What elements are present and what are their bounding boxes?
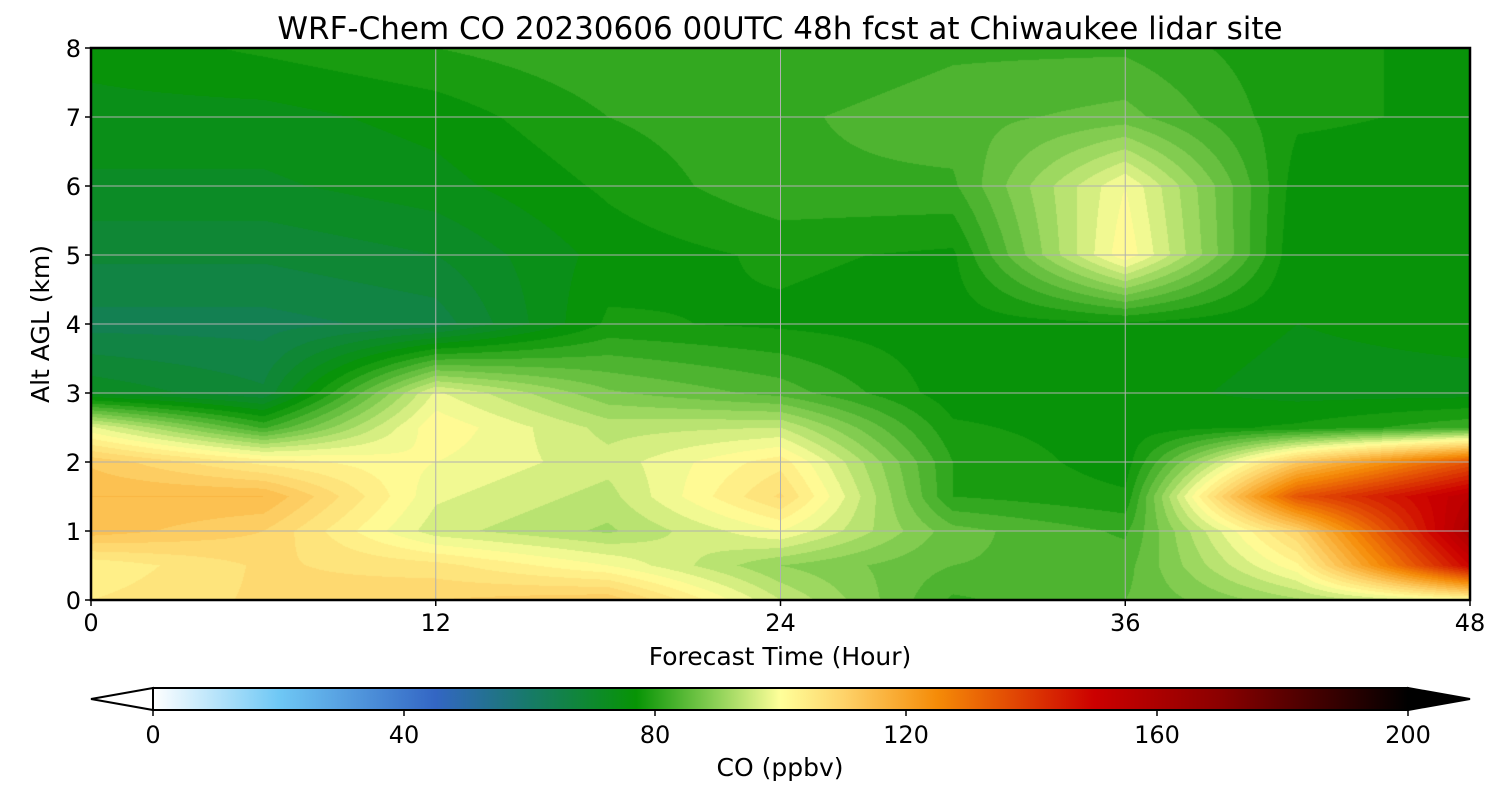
colorbar-tick-label: 200 [1385, 721, 1431, 749]
y-tick-label: 0 [66, 587, 81, 615]
x-axis-label: Forecast Time (Hour) [649, 642, 912, 671]
colorbar-tick-label: 80 [640, 721, 671, 749]
y-tick-label: 1 [66, 518, 81, 546]
x-tick-label: 0 [83, 609, 98, 637]
x-tick-label: 24 [765, 609, 796, 637]
x-tick-label: 48 [1455, 609, 1486, 637]
colorbar-gradient [153, 688, 1408, 710]
y-axis-label: Alt AGL (km) [26, 245, 55, 403]
colorbar: 0 40 80 120 160 200 CO (ppbv) [90, 686, 1471, 782]
colorbar-tick-label: 40 [389, 721, 420, 749]
colorbar-extend-min [90, 686, 154, 712]
plot-grid [91, 48, 1470, 600]
y-tick-label: 3 [66, 380, 81, 408]
y-tick-label: 5 [66, 242, 81, 270]
y-axis: 0 1 2 3 4 5 6 7 8 [66, 35, 91, 615]
x-axis: 0 12 24 36 48 [83, 600, 1485, 637]
x-tick-label: 36 [1110, 609, 1141, 637]
y-tick-label: 2 [66, 449, 81, 477]
y-tick-label: 4 [66, 311, 81, 339]
colorbar-label: CO (ppbv) [717, 753, 844, 782]
colorbar-tick-label: 0 [145, 721, 160, 749]
colorbar-tick-label: 120 [883, 721, 929, 749]
chart-title: WRF-Chem CO 20230606 00UTC 48h fcst at C… [277, 11, 1282, 47]
y-tick-label: 8 [66, 35, 81, 63]
colorbar-tick-label: 160 [1134, 721, 1180, 749]
colorbar-ticks: 0 40 80 120 160 200 [145, 710, 1431, 749]
colorbar-extend-max [1407, 686, 1471, 712]
y-tick-label: 6 [66, 173, 81, 201]
x-tick-label: 12 [420, 609, 451, 637]
colorbar-frame [152, 687, 1409, 711]
y-tick-label: 7 [66, 104, 81, 132]
